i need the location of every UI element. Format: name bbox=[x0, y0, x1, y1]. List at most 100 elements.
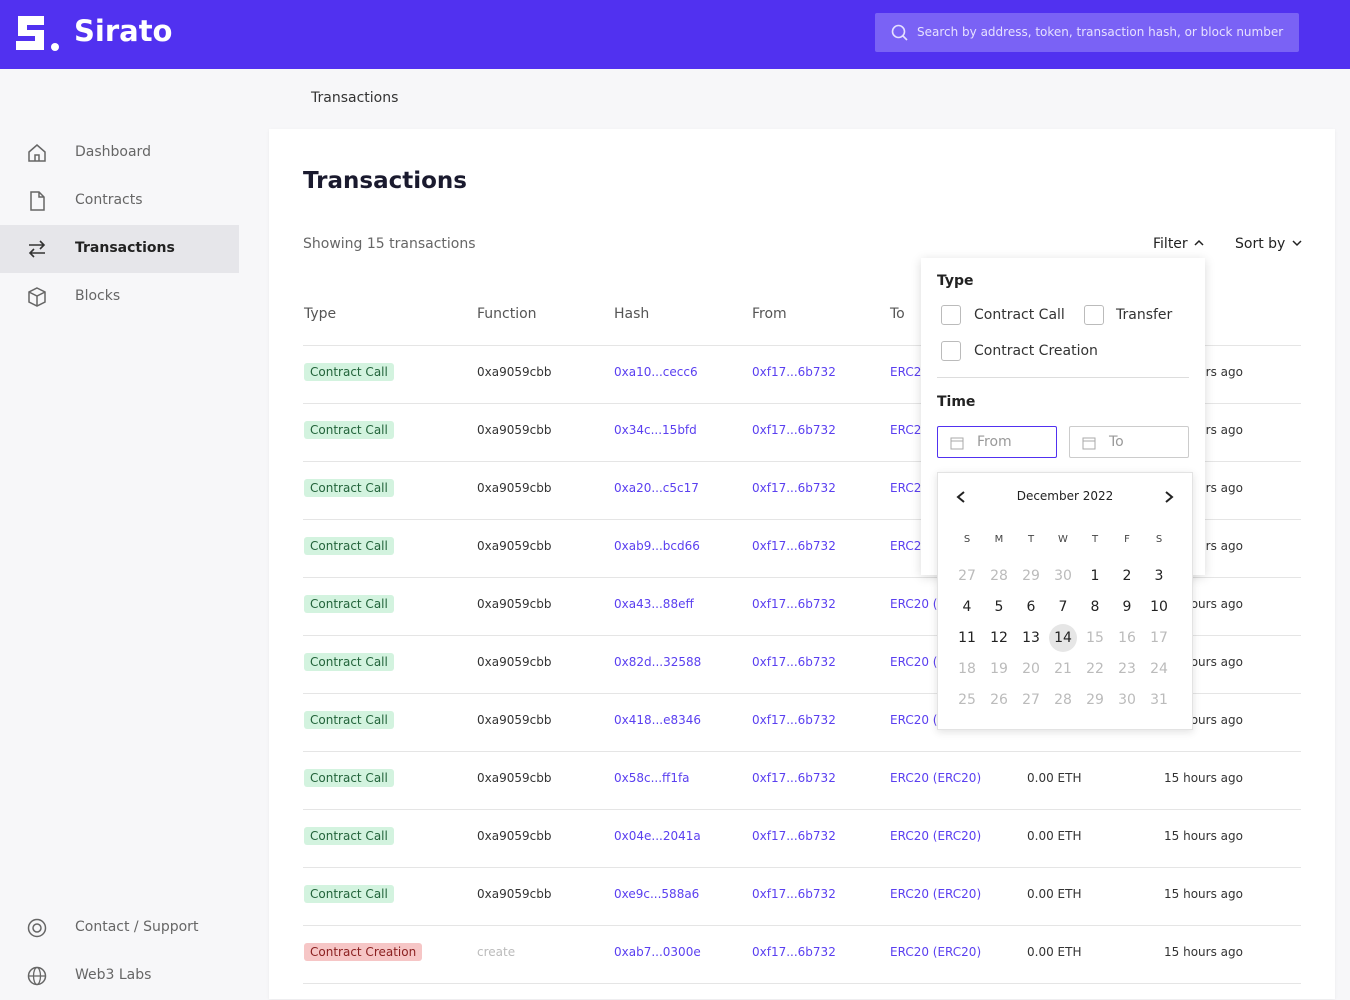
day[interactable]: 27 bbox=[958, 568, 976, 584]
from-input[interactable]: From bbox=[937, 426, 1057, 458]
sort-button[interactable]: Sort by bbox=[1235, 236, 1304, 252]
day[interactable]: 23 bbox=[1118, 661, 1136, 677]
nav-item[interactable]: Contracts bbox=[0, 177, 239, 225]
weekday: M bbox=[994, 534, 1004, 545]
cell-text: 15 hours ago bbox=[1164, 771, 1243, 785]
link[interactable]: 0x418...e8346 bbox=[614, 713, 702, 727]
link[interactable]: ERC20 (ERC20) bbox=[890, 945, 982, 959]
filter-label: Filter bbox=[1153, 236, 1188, 252]
icon bbox=[27, 918, 47, 938]
link[interactable]: 0xf17...6b732 bbox=[752, 829, 836, 843]
link[interactable]: ERC20 (ERC20) bbox=[890, 829, 982, 843]
day[interactable]: 4 bbox=[962, 599, 972, 615]
day[interactable]: 20 bbox=[1022, 661, 1040, 677]
calendar-icon bbox=[950, 437, 964, 450]
day[interactable]: 1 bbox=[1090, 568, 1100, 584]
link[interactable]: 0xa43...88eff bbox=[614, 597, 694, 611]
type-badge: Contract Call bbox=[304, 653, 394, 671]
checkbox[interactable] bbox=[1084, 305, 1104, 325]
link[interactable]: 0xab7...0300e bbox=[614, 945, 701, 959]
link[interactable]: 0xf17...6b732 bbox=[752, 655, 836, 669]
row-divider bbox=[303, 461, 1301, 462]
day[interactable]: 22 bbox=[1086, 661, 1104, 677]
search-box[interactable]: Search by address, token, transaction ha… bbox=[875, 13, 1299, 52]
link[interactable]: 0x58c...ff1fa bbox=[614, 771, 690, 785]
day[interactable]: 10 bbox=[1150, 599, 1168, 615]
day[interactable]: 5 bbox=[994, 599, 1004, 615]
checkbox[interactable] bbox=[941, 305, 961, 325]
checkbox[interactable] bbox=[941, 341, 961, 361]
day[interactable]: 15 bbox=[1086, 630, 1104, 646]
day[interactable]: 18 bbox=[958, 661, 976, 677]
day[interactable]: 30 bbox=[1054, 568, 1072, 584]
day[interactable]: 29 bbox=[1086, 692, 1104, 708]
cell-text: 15 hours ago bbox=[1164, 829, 1243, 843]
link[interactable]: 0xab9...bcd66 bbox=[614, 539, 700, 553]
day[interactable]: 28 bbox=[990, 568, 1008, 584]
day[interactable]: 16 bbox=[1118, 630, 1136, 646]
row-divider bbox=[303, 867, 1301, 868]
breadcrumb[interactable]: Transactions bbox=[311, 90, 399, 106]
day[interactable]: 7 bbox=[1058, 599, 1068, 615]
cell-text: create bbox=[477, 945, 516, 959]
day[interactable]: 24 bbox=[1150, 661, 1168, 677]
link[interactable]: 0xa10...cecc6 bbox=[614, 365, 698, 379]
link[interactable]: 0xe9c...588a6 bbox=[614, 887, 700, 901]
nav-item[interactable]: Transactions bbox=[0, 225, 239, 273]
link[interactable]: 0x82d...32588 bbox=[614, 655, 702, 669]
day[interactable]: 9 bbox=[1122, 599, 1132, 615]
count-text: Showing 15 transactions bbox=[303, 236, 476, 252]
day[interactable]: 25 bbox=[958, 692, 976, 708]
nav-item[interactable]: Web3 Labs bbox=[0, 952, 239, 1000]
link[interactable]: 0xf17...6b732 bbox=[752, 713, 836, 727]
day[interactable]: 14 bbox=[1049, 624, 1077, 652]
day[interactable]: 17 bbox=[1150, 630, 1168, 646]
link[interactable]: 0xf17...6b732 bbox=[752, 423, 836, 437]
cell-text: 0xa9059cbb bbox=[477, 713, 552, 727]
nav-item[interactable]: Dashboard bbox=[0, 129, 239, 177]
day[interactable]: 21 bbox=[1054, 661, 1072, 677]
link[interactable]: 0xf17...6b732 bbox=[752, 597, 836, 611]
day[interactable]: 8 bbox=[1090, 599, 1100, 615]
day[interactable]: 28 bbox=[1054, 692, 1072, 708]
next-month[interactable] bbox=[1162, 490, 1176, 504]
cell-text: 0xa9059cbb bbox=[477, 829, 552, 843]
day[interactable]: 26 bbox=[990, 692, 1008, 708]
day[interactable]: 31 bbox=[1150, 692, 1168, 708]
checkbox-label: Transfer bbox=[1116, 307, 1173, 323]
link[interactable]: 0xf17...6b732 bbox=[752, 887, 836, 901]
day[interactable]: 11 bbox=[958, 630, 976, 646]
day[interactable]: 13 bbox=[1022, 630, 1040, 646]
row-divider bbox=[303, 403, 1301, 404]
weekday: T bbox=[1091, 534, 1099, 545]
day[interactable]: 2 bbox=[1122, 568, 1132, 584]
day[interactable]: 27 bbox=[1022, 692, 1040, 708]
day[interactable]: 19 bbox=[990, 661, 1008, 677]
link[interactable]: ERC20 (ERC20) bbox=[890, 771, 982, 785]
link[interactable]: 0xa20...c5c17 bbox=[614, 481, 699, 495]
row-divider bbox=[303, 635, 1301, 636]
link[interactable]: 0xf17...6b732 bbox=[752, 481, 836, 495]
day[interactable]: 12 bbox=[990, 630, 1008, 646]
nav-item[interactable]: Blocks bbox=[0, 273, 239, 321]
day[interactable]: 29 bbox=[1022, 568, 1040, 584]
link[interactable]: 0xf17...6b732 bbox=[752, 945, 836, 959]
cell-text: 0xa9059cbb bbox=[477, 481, 552, 495]
checkbox-label: Contract Creation bbox=[974, 343, 1098, 359]
day[interactable]: 30 bbox=[1118, 692, 1136, 708]
link[interactable]: 0xf17...6b732 bbox=[752, 771, 836, 785]
link[interactable]: 0xf17...6b732 bbox=[752, 365, 836, 379]
filter-button[interactable]: Filter bbox=[1153, 236, 1206, 252]
link[interactable]: ERC20 (ERC20) bbox=[890, 887, 982, 901]
to-input[interactable]: To bbox=[1069, 426, 1189, 458]
prev-month[interactable] bbox=[954, 490, 968, 504]
day[interactable]: 6 bbox=[1026, 599, 1036, 615]
link[interactable]: 0x34c...15bfd bbox=[614, 423, 697, 437]
day[interactable]: 3 bbox=[1154, 568, 1164, 584]
nav-item[interactable]: Contact / Support bbox=[0, 904, 239, 952]
divider bbox=[937, 377, 1189, 378]
logo[interactable]: Sirato bbox=[74, 14, 173, 48]
link[interactable]: 0xf17...6b732 bbox=[752, 539, 836, 553]
link[interactable]: 0x04e...2041a bbox=[614, 829, 701, 843]
